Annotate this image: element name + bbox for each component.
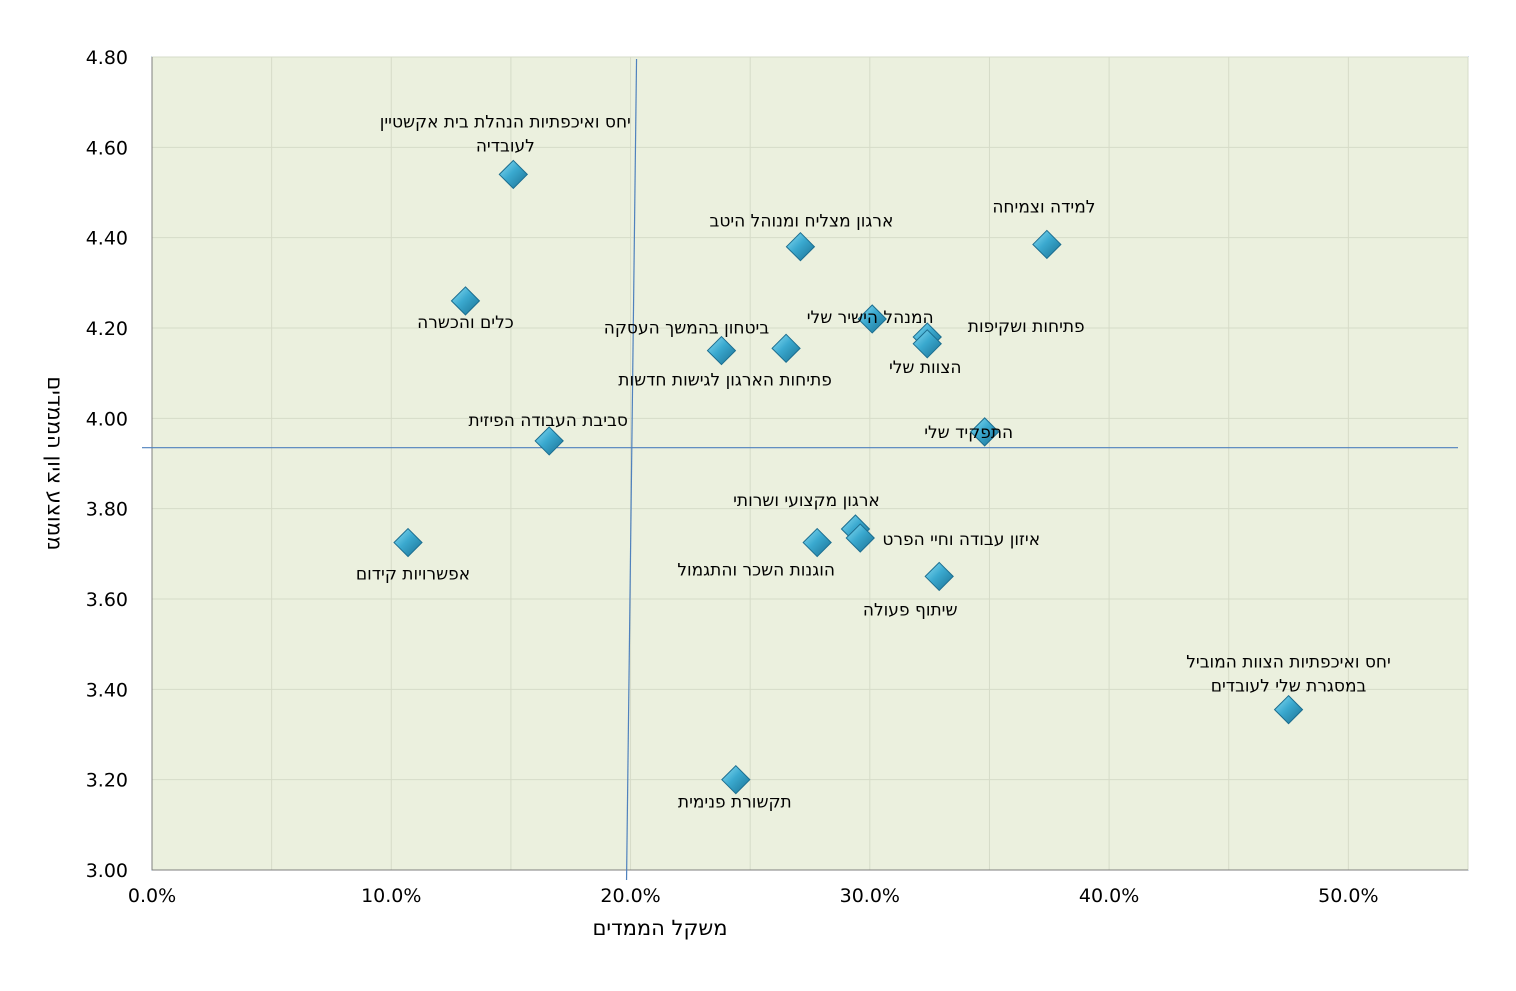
- vertical-reference-line: [625, 58, 638, 881]
- point-label: הוגנות השכר והתגמול: [677, 561, 835, 581]
- data-point-marker: [771, 333, 801, 364]
- plot-area: [151, 56, 1469, 871]
- data-point-marker: [912, 329, 942, 359]
- y-tick-label: 3.40: [86, 679, 128, 701]
- y-axis-title: ממוצע ציון הממדים: [43, 376, 67, 550]
- data-points: [393, 159, 1304, 795]
- y-tick-label: 4.80: [86, 47, 128, 69]
- y-tick-label: 3.60: [86, 589, 128, 611]
- gridlines: [151, 56, 1469, 871]
- data-point-marker: [785, 231, 816, 262]
- x-tick-label: 0.0%: [128, 885, 176, 907]
- data-point-marker: [498, 159, 529, 190]
- data-point-marker: [450, 286, 481, 316]
- point-label: ביטחון בהמשך העסקה: [604, 319, 770, 339]
- y-tick-label: 3.20: [86, 770, 128, 792]
- data-point-marker: [845, 523, 875, 553]
- y-tick-label: 4.20: [86, 318, 128, 340]
- x-tick-label: 30.0%: [840, 885, 900, 907]
- y-axis-ticks: 3.00 3.20 3.40 3.60 3.80 4.00 4.20 4.40 4.60 4.80: [86, 47, 128, 882]
- data-point-marker: [802, 527, 832, 558]
- y-tick-label: 4.00: [86, 408, 128, 430]
- point-label: שיתוף פעולה: [863, 600, 958, 620]
- data-point-marker: [969, 417, 1000, 447]
- x-tick-label: 40.0%: [1079, 885, 1139, 907]
- point-label: סביבת העבודה הפיזית: [468, 411, 627, 431]
- point-label: פתיחות הארגון לגישות חדשות: [618, 370, 832, 390]
- point-label: התפקיד שלי: [924, 423, 1013, 443]
- x-axis-ticks: 0.0% 10.0% 20.0% 30.0% 40.0% 50.0%: [128, 885, 1379, 907]
- point-label: ארגון מצליח ומנוהל היטב: [710, 212, 894, 232]
- point-label: יחס ואיכפתיות הצוות המוביל במסגרת שלי לעו…: [1186, 653, 1391, 697]
- x-tick-label: 50.0%: [1318, 885, 1378, 907]
- data-point-marker: [534, 426, 564, 456]
- y-tick-label: 3.00: [86, 860, 128, 882]
- y-tick-label: 4.60: [86, 137, 128, 159]
- data-point-marker: [721, 764, 751, 795]
- point-label: איזון עבודה וחיי הפרט: [882, 530, 1040, 550]
- data-point-marker: [1273, 694, 1304, 725]
- point-label: כלים והכשרה: [417, 313, 514, 333]
- y-tick-label: 3.80: [86, 499, 128, 521]
- data-point-marker: [924, 561, 954, 592]
- point-label: ארגון מקצועי ושרותי: [733, 491, 880, 511]
- point-label: יחס ואיכפתיות הנהלת בית אקשטיין לעובדיה: [380, 112, 631, 156]
- data-point-marker: [393, 527, 423, 558]
- data-point-marker: [706, 335, 737, 366]
- point-label: המנהל הישיר שלי: [807, 308, 934, 328]
- point-label: תקשורת פנימית: [678, 793, 792, 813]
- x-tick-label: 20.0%: [600, 885, 660, 907]
- x-axis-title: משקל הממדים: [593, 916, 728, 940]
- y-tick-label: 4.40: [86, 228, 128, 250]
- point-label: פתיחות ושקיפות: [968, 317, 1085, 337]
- x-tick-label: 10.0%: [361, 885, 421, 907]
- point-label: הצוות שלי: [889, 358, 962, 378]
- point-label: אפשרויות קידום: [356, 565, 470, 585]
- data-point-marker: [857, 304, 887, 334]
- point-labels: יחס ואיכפתיות הנהלת בית אקשטיין לעובדיה כל…: [356, 112, 1391, 812]
- reference-lines: [142, 58, 1458, 881]
- data-point-marker: [1032, 229, 1062, 260]
- point-label: למידה וצמיחה: [992, 197, 1095, 217]
